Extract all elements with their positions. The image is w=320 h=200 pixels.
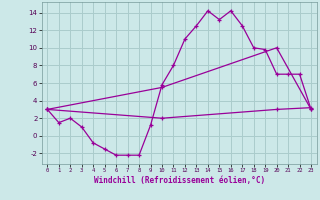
X-axis label: Windchill (Refroidissement éolien,°C): Windchill (Refroidissement éolien,°C) bbox=[94, 176, 265, 185]
